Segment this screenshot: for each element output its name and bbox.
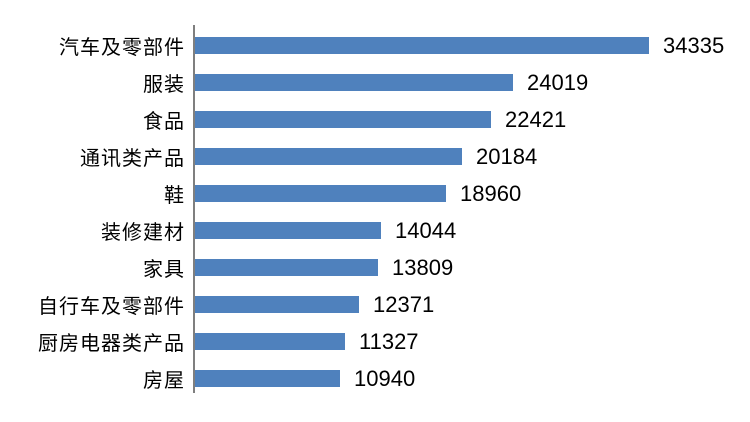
value-label: 20184 [476,143,538,169]
bar [195,37,649,54]
bar-row: 厨房电器类产品 11327 [0,323,750,360]
chart-rows: 汽车及零部件 34335 服装 24019 食品 22421 通讯类产品 20184 鞋 1896… [0,27,750,397]
category-axis-line [193,25,195,393]
value-label: 22421 [505,106,567,132]
value-label: 18960 [460,180,522,206]
bar-row: 装修建材 14044 [0,212,750,249]
category-label: 厨房电器类产品 [38,331,185,355]
bar-row: 家具 13809 [0,249,750,286]
bar-row: 通讯类产品 20184 [0,138,750,175]
category-label: 自行车及零部件 [38,294,185,318]
bar-row: 食品 22421 [0,101,750,138]
value-label: 12371 [373,291,435,317]
bar-row: 房屋 10940 [0,360,750,397]
bar-row: 汽车及零部件 34335 [0,27,750,64]
value-label: 13809 [392,254,454,280]
bar [195,148,462,165]
category-label: 家具 [143,257,185,281]
bar [195,296,359,313]
category-label: 装修建材 [101,220,185,244]
bar-row: 服装 24019 [0,64,750,101]
value-label: 34335 [663,32,725,58]
value-label: 10940 [354,365,416,391]
bar [195,74,513,91]
bar [195,370,340,387]
category-label: 房屋 [143,368,185,392]
bar [195,222,381,239]
category-label: 食品 [143,109,185,133]
bar [195,185,446,202]
category-label: 汽车及零部件 [59,35,185,59]
bar [195,259,378,276]
bar [195,111,491,128]
category-label: 通讯类产品 [80,146,185,170]
value-label: 24019 [527,69,589,95]
bar-row: 自行车及零部件 12371 [0,286,750,323]
bar [195,333,345,350]
value-label: 14044 [395,217,457,243]
value-label: 11327 [359,328,419,354]
bar-row: 鞋 18960 [0,175,750,212]
category-label: 鞋 [164,183,185,207]
category-label: 服装 [143,72,185,96]
